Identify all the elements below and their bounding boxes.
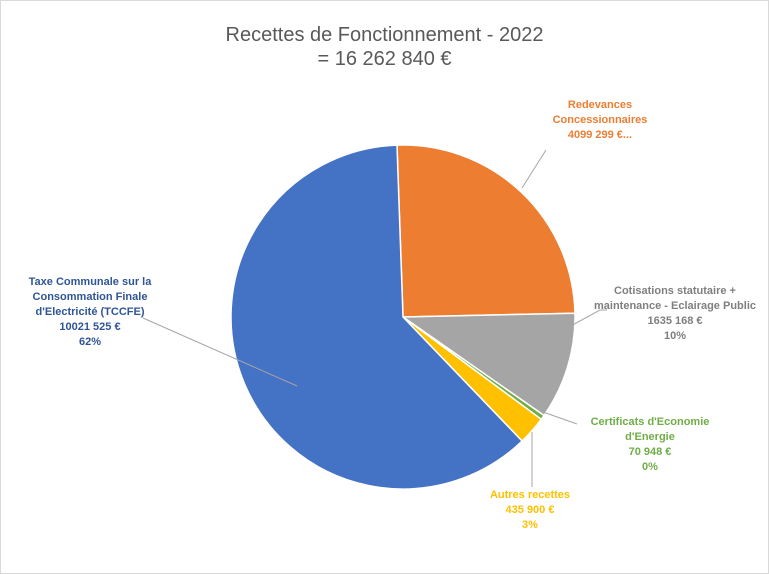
pie-slice [396,144,576,318]
value-label: 10021 525 € [59,321,121,333]
pie-slice [400,312,576,417]
slice-label: Taxe Communale sur la Consommation Final… [5,275,175,350]
leader-line [521,149,547,189]
value-label: 70 948 € [628,446,672,458]
slice-label: Certificats d'Economie d'Energie 70 948 €… [575,415,725,475]
slice-label: Redevances Concessionnaires 4099 299 €... [525,98,675,143]
value-label: 1635 168 € [647,315,703,327]
pie-slice [230,144,524,490]
leader-line [142,317,298,387]
category-label: Certificats d'Economie d'Energie [590,416,710,443]
chart-subtitle: = 16 262 840 € [317,48,452,70]
slice-label: Autres recettes 435 900 € 3% [455,488,605,533]
value-label: 4099 299 €... [567,129,633,141]
leader-line [555,309,607,335]
leader-line [542,411,578,425]
slice-label: Cotisations statutaire + maintenance - E… [590,284,760,344]
category-label: Redevances Concessionnaires [552,99,648,126]
category-label: Taxe Communale sur la Consommation Final… [28,276,152,318]
value-label: 435 900 € [505,504,555,516]
percent-label: 62% [78,336,102,348]
chart-title: Recettes de Fonctionnement - 2022 [225,24,544,46]
percent-label: 10% [663,330,687,342]
category-label: Autres recettes [489,489,571,501]
percent-label: 0% [642,461,658,473]
percent-label: 3% [522,519,538,531]
category-label: Cotisations statutaire + maintenance - E… [593,285,756,312]
